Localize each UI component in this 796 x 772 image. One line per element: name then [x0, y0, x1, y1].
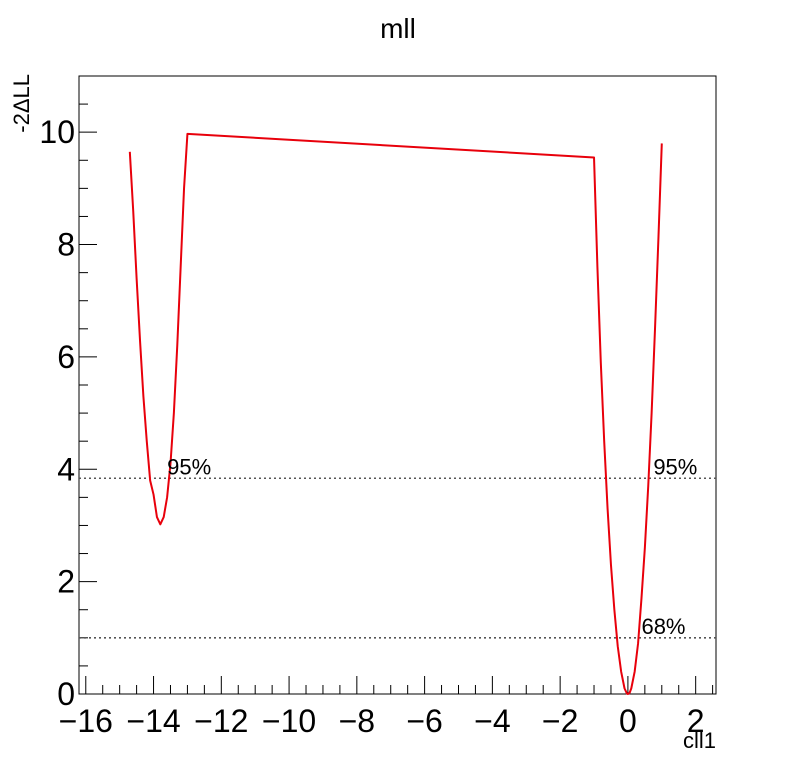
plot-area: −16 −14 −12 −10 −8 −6 −4 −2 0 2 0 2 4 6 8 10 95% 95% 68% — [39, 75, 717, 739]
series-line-0 — [128, 132, 663, 695]
y-tick-label: 0 — [57, 676, 75, 712]
y-tick-label: 4 — [57, 451, 75, 487]
annotation-label: 95% — [167, 454, 211, 479]
x-tick-label: −6 — [406, 703, 442, 739]
y-tick-label: 6 — [57, 339, 75, 375]
y-axis-title: -2ΔLL — [9, 74, 34, 133]
annotation-label: 68% — [641, 614, 685, 639]
x-tick-label: −2 — [542, 703, 578, 739]
annotation-label: 95% — [653, 454, 697, 479]
x-tick-label: −12 — [194, 703, 248, 739]
x-tick-label: −14 — [126, 703, 180, 739]
x-axis-title: cll1 — [683, 728, 716, 753]
x-tick-label: −16 — [59, 703, 113, 739]
x-tick-label: 0 — [619, 703, 637, 739]
x-tick-label: −8 — [339, 703, 375, 739]
x-tick-label: 2 — [687, 703, 705, 739]
y-tick-label: 10 — [39, 114, 75, 150]
y-tick-label: 2 — [57, 564, 75, 600]
x-tick-label: −10 — [262, 703, 316, 739]
y-tick-label: 8 — [57, 227, 75, 263]
x-tick-label: −4 — [474, 703, 510, 739]
chart-title: mll — [380, 13, 416, 44]
